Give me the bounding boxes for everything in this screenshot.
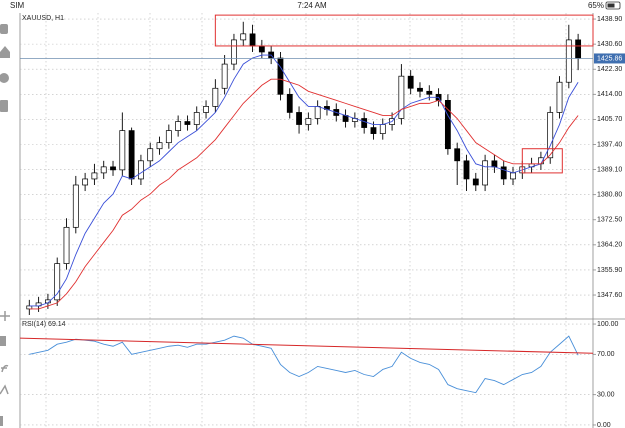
candle-body: [26, 305, 33, 310]
candle-body: [296, 112, 302, 125]
y-tick-label: 1355.90: [597, 267, 622, 274]
candle-body: [500, 166, 507, 180]
indicator-title: RSI(14) 69.14: [22, 321, 66, 328]
candle-body: [565, 39, 572, 83]
y-tick-label: 1397.40: [597, 141, 622, 148]
y-tick-label: 30.00: [597, 392, 615, 399]
candle-body: [100, 166, 107, 174]
carrier: SIM: [10, 1, 25, 10]
candle-body: [482, 160, 489, 186]
y-tick-label: 1438.90: [597, 16, 622, 23]
y-tick-label: 1364.20: [597, 242, 622, 249]
chart-title: XAUUSD, H1: [22, 15, 64, 22]
y-tick-label: 1372.50: [597, 217, 622, 224]
y-tick-label: 1430.60: [597, 41, 622, 48]
candle-body: [379, 124, 386, 134]
candle-body: [249, 33, 256, 47]
battery-level: 65%: [588, 1, 604, 10]
clock: 7:24 AM: [297, 1, 327, 10]
candle-body: [54, 263, 61, 301]
candle-body: [193, 112, 200, 125]
candle-body: [119, 130, 126, 171]
candle-body: [277, 57, 284, 95]
candle-body: [361, 118, 368, 128]
tool-icon[interactable]: [0, 46, 10, 58]
candle-body: [128, 130, 135, 180]
candle-body: [407, 75, 414, 89]
candle-body: [417, 87, 423, 92]
candle-body: [491, 160, 498, 168]
candle-body: [231, 39, 237, 65]
candle-body: [240, 33, 247, 41]
candle-body: [472, 178, 479, 186]
tool-icon[interactable]: [0, 384, 9, 395]
trendline: [19, 337, 594, 354]
candle-body: [258, 45, 265, 53]
indicator-line: [29, 335, 579, 394]
tool-icon[interactable]: [0, 24, 8, 34]
annotation-box: [214, 14, 594, 47]
indicator-line: [29, 54, 579, 307]
candle-body: [184, 121, 191, 125]
y-tick-label: 70.00: [597, 351, 615, 358]
y-tick-label: 100.00: [597, 321, 619, 328]
candle-body: [221, 63, 228, 89]
battery-fill: [607, 3, 615, 8]
battery-icon: [605, 1, 621, 10]
candle-body: [444, 100, 451, 150]
candle-body: [510, 172, 516, 180]
candle-body: [156, 142, 163, 150]
y-tick-label: 1422.30: [597, 66, 622, 73]
candle-body: [212, 87, 219, 107]
candle-body: [454, 148, 461, 162]
annotation-box: [521, 148, 563, 174]
y-tick-label: 0.00: [597, 422, 611, 428]
candle-body: [426, 90, 433, 95]
current-price-tag: [594, 53, 625, 64]
y-tick-label: 1389.10: [597, 166, 622, 173]
y-tick-label: 1380.80: [597, 192, 622, 199]
candle-body: [203, 106, 209, 113]
candle-body: [556, 81, 563, 113]
tool-icon[interactable]: [1, 364, 9, 373]
tool-icon[interactable]: [0, 416, 3, 426]
current-price-label: 1425.86: [597, 55, 622, 62]
candle-body: [175, 121, 182, 131]
candle-body: [305, 118, 312, 125]
y-tick-label: 1347.60: [597, 292, 622, 299]
candle-body: [314, 106, 321, 119]
y-tick-label: 1414.00: [597, 91, 622, 98]
candle-body: [575, 39, 582, 59]
candle-body: [147, 148, 154, 162]
indicator-line: [29, 78, 579, 310]
tool-icon[interactable]: [0, 100, 8, 112]
candle-body: [63, 226, 70, 264]
tool-icon[interactable]: [0, 73, 9, 83]
candle-body: [82, 178, 89, 186]
candle-body: [463, 160, 470, 180]
y-tick-label: 1405.70: [597, 116, 622, 123]
candle-body: [91, 172, 98, 180]
candle-body: [370, 127, 377, 134]
candle-body: [286, 93, 293, 113]
candle-body: [110, 166, 116, 171]
tool-icon[interactable]: [0, 311, 10, 321]
candle-body: [72, 184, 79, 228]
toolbar: [0, 24, 10, 426]
candle-body: [138, 160, 144, 180]
tool-icon[interactable]: [0, 336, 6, 346]
candle-body: [165, 130, 172, 144]
candle-body: [547, 112, 554, 159]
candle-body: [398, 75, 405, 119]
